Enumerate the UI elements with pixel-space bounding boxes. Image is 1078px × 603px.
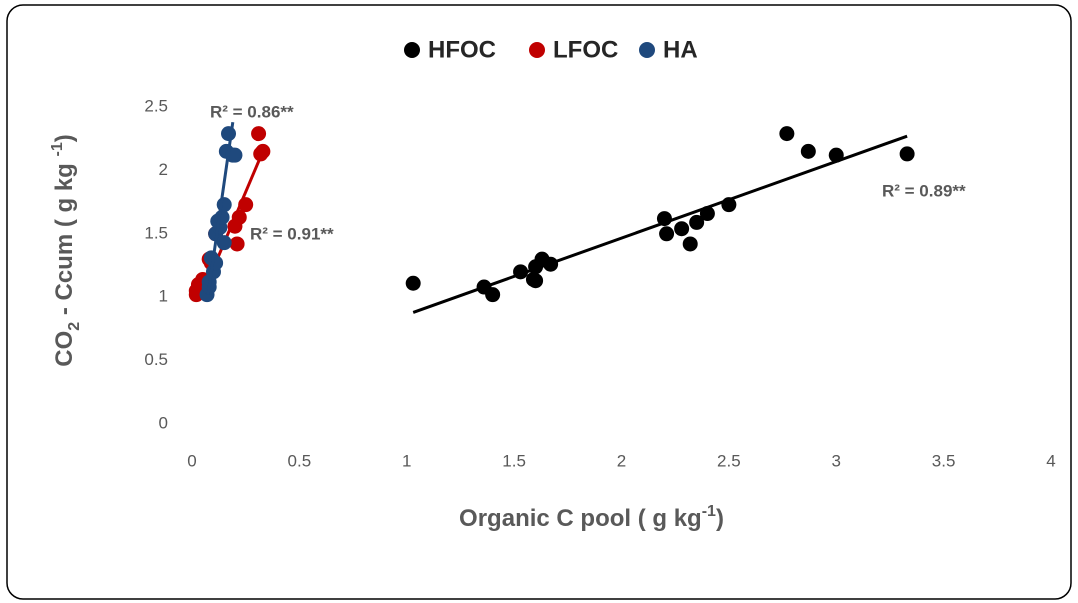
x-tick-label: 1: [402, 451, 411, 470]
x-axis-label-part: -1: [702, 503, 716, 520]
y-axis-label-part: -1: [49, 142, 66, 156]
x-axis-label-part: ): [716, 505, 724, 532]
data-point: [214, 209, 230, 225]
legend-label: LFOC: [553, 36, 618, 63]
y-tick-label: 0.5: [144, 350, 168, 369]
legend-marker: [404, 42, 420, 58]
data-point: [485, 287, 501, 303]
data-point: [528, 273, 544, 289]
y-tick-label: 0: [159, 413, 168, 432]
x-tick-label: 2.5: [717, 451, 741, 470]
y-axis-label-part: ): [51, 134, 78, 142]
y-tick-label: 1: [159, 287, 168, 306]
y-tick-label: 2.5: [144, 96, 168, 115]
y-axis-label-part: 2: [66, 322, 83, 331]
x-axis-label-part: Organic C pool ( g kg: [459, 505, 702, 532]
trend-line: [412, 134, 908, 314]
data-point: [227, 147, 243, 163]
legend-label: HFOC: [428, 36, 496, 63]
data-point: [779, 126, 795, 142]
x-tick-label: 2: [617, 451, 626, 470]
x-tick-label: 0.5: [288, 451, 312, 470]
annotation: R² = 0.86**: [210, 102, 294, 121]
x-tick-label: 3: [832, 451, 841, 470]
x-tick-label: 1.5: [502, 451, 526, 470]
legend-label: HA: [663, 36, 698, 63]
data-point: [800, 143, 816, 159]
x-tick-label: 0: [187, 451, 196, 470]
trend-line: [206, 122, 235, 295]
data-point: [229, 236, 245, 252]
annotation: R² = 0.89**: [882, 181, 966, 200]
data-point: [899, 146, 915, 162]
data-point: [405, 275, 421, 291]
data-point: [208, 255, 224, 271]
data-point: [682, 236, 698, 252]
y-axis-label-part: CO: [51, 331, 78, 367]
data-point: [659, 226, 675, 242]
annotation: R² = 0.91**: [250, 224, 334, 243]
data-point: [674, 221, 690, 237]
legend-marker: [529, 42, 545, 58]
y-axis-label: CO2 - Ccum ( g kg -1): [49, 134, 83, 366]
data-point: [251, 126, 267, 142]
x-tick-label: 3.5: [932, 451, 956, 470]
y-tick-label: 1.5: [144, 223, 168, 242]
x-tick-label: 4: [1046, 451, 1055, 470]
data-point: [221, 126, 237, 142]
data-point: [216, 235, 232, 251]
x-axis-label: Organic C pool ( g kg-1): [459, 503, 724, 533]
y-tick-label: 2: [159, 160, 168, 179]
data-point: [689, 214, 705, 230]
legend-marker: [639, 42, 655, 58]
y-axis-label-part: - Ccum ( g kg: [51, 156, 78, 321]
